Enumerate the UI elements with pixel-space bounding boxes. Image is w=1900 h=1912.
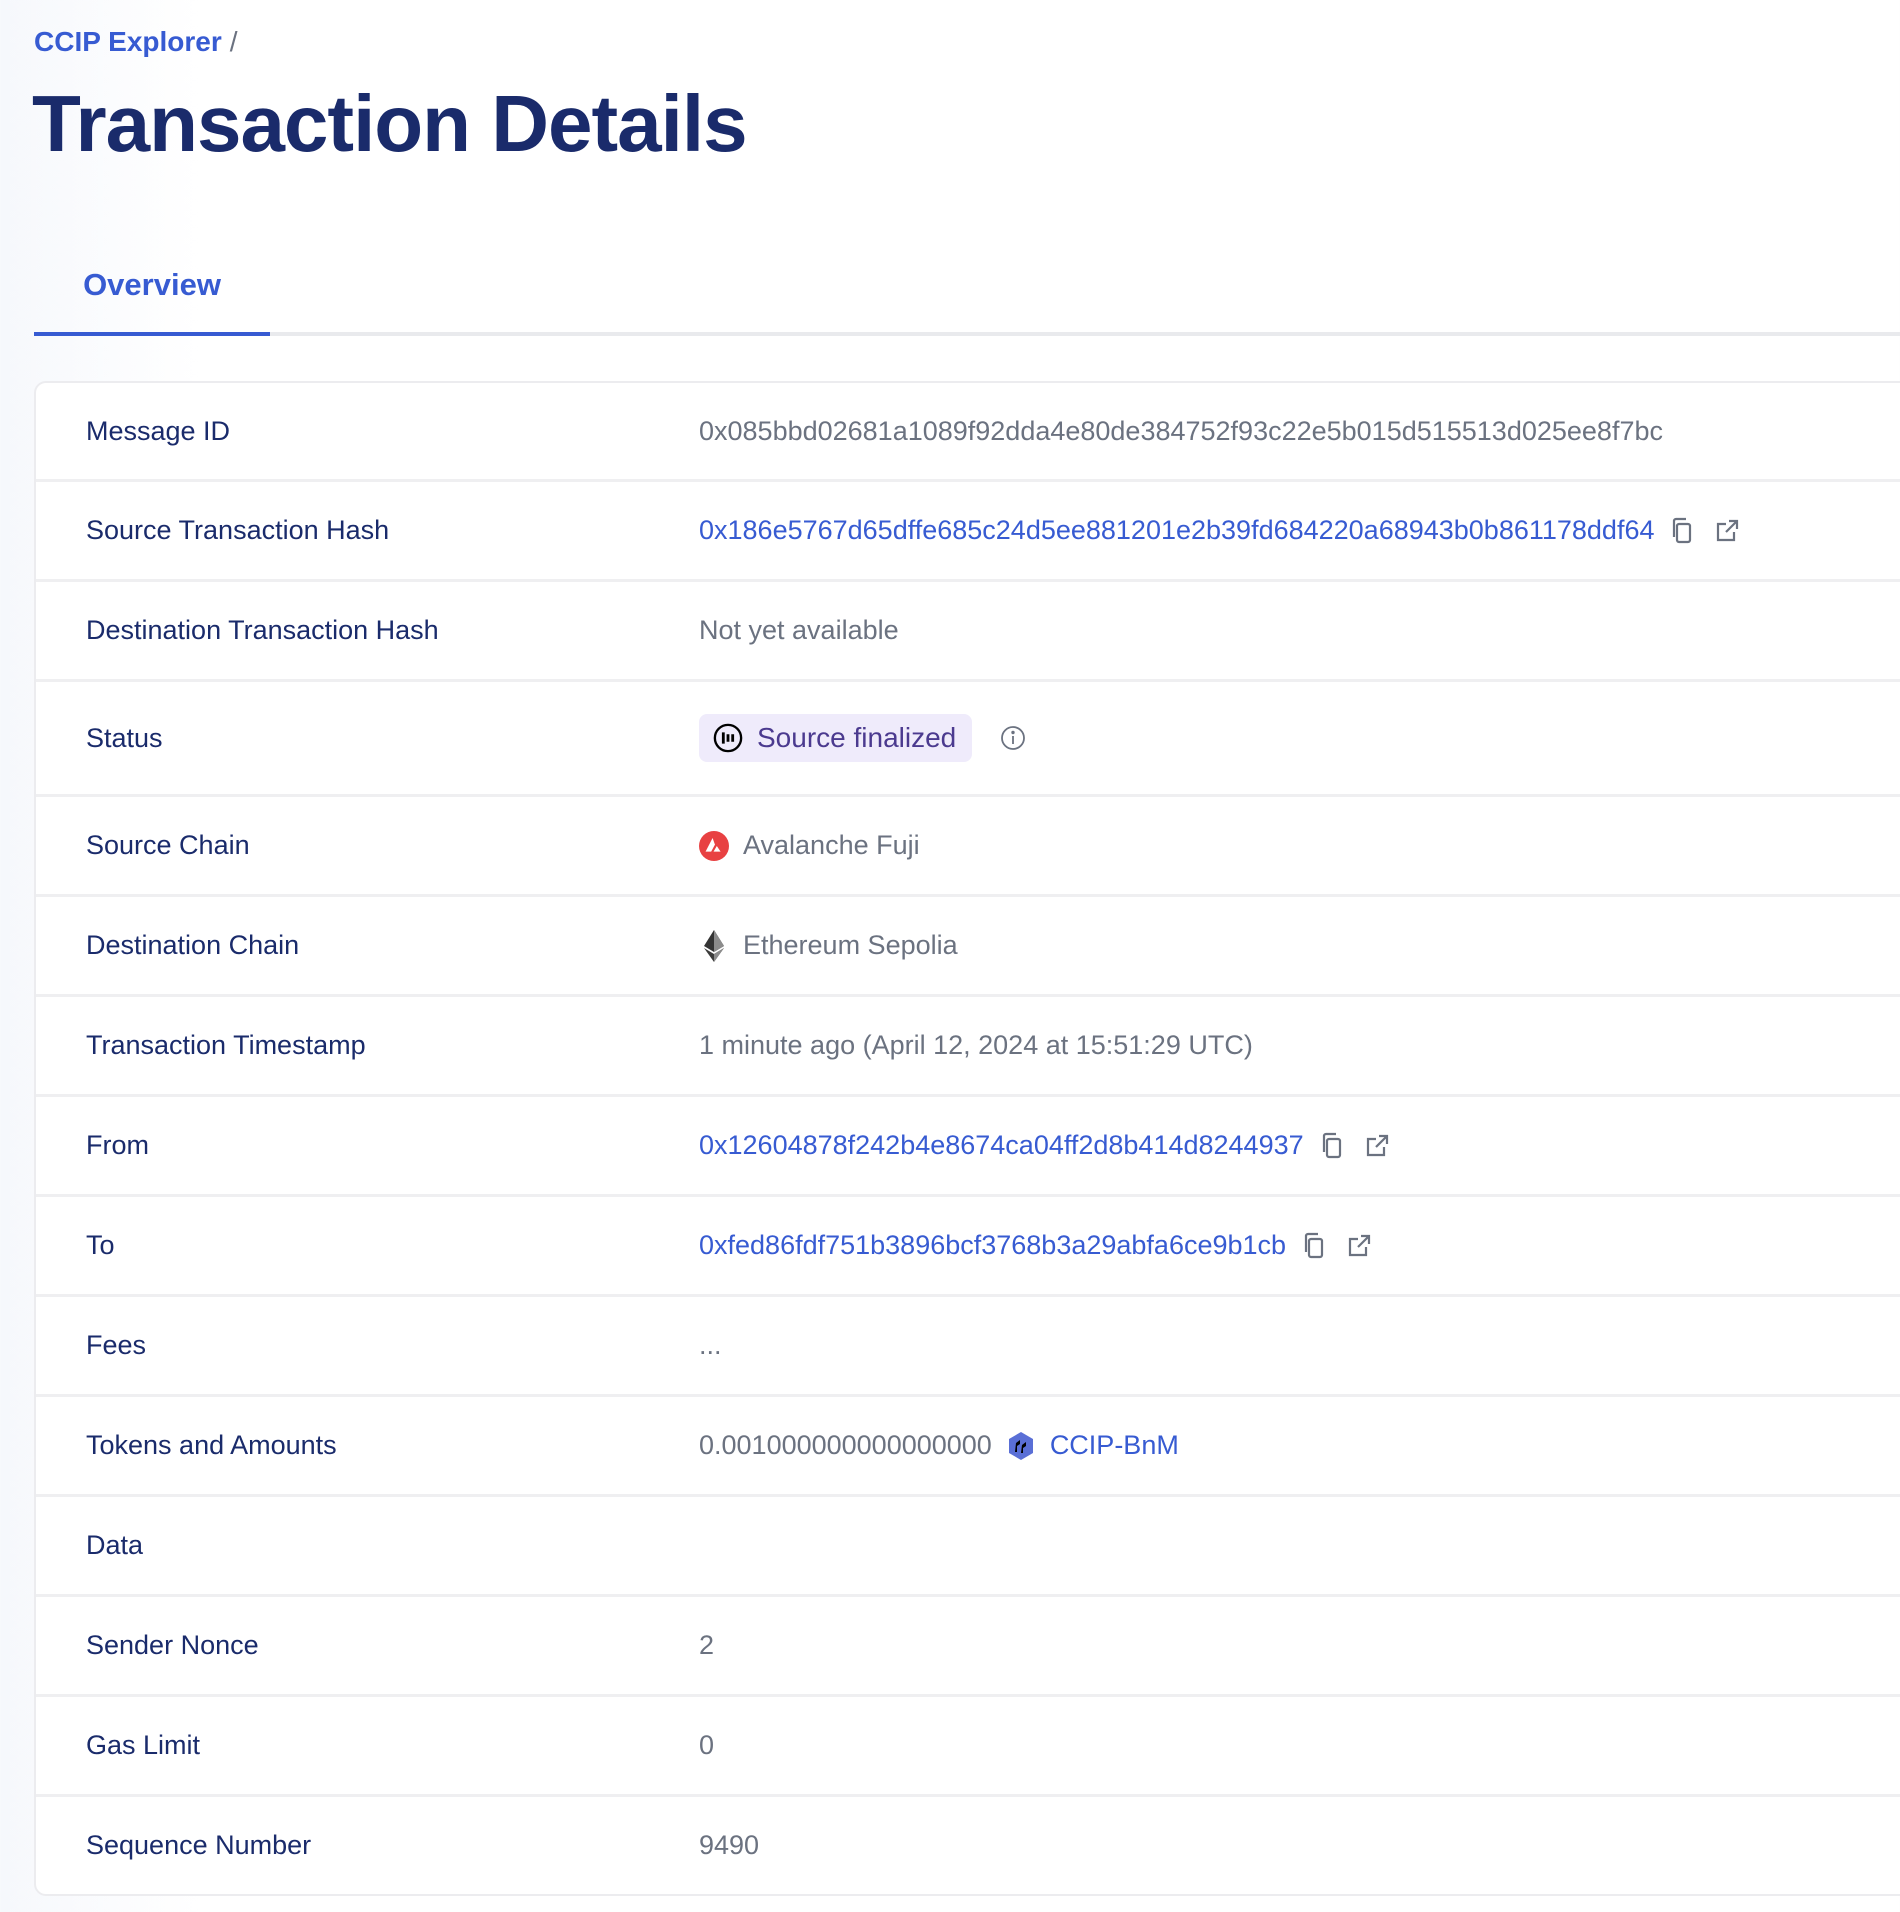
source-tx-hash-link[interactable]: 0x186e5767d65dffe685c24d5ee881201e2b39fd… — [699, 515, 1655, 545]
row-label: Message ID — [86, 415, 231, 446]
row-label: Sender Nonce — [86, 1630, 259, 1660]
dest-tx-hash-value: Not yet available — [699, 615, 899, 645]
external-link-icon[interactable] — [1344, 1231, 1374, 1261]
page-title: Transaction Details — [32, 79, 748, 168]
row-label: Transaction Timestamp — [86, 1030, 366, 1060]
row-from: From 0x12604878f242b4e8674ca04ff2d8b414d… — [36, 1097, 1900, 1197]
destination-chain-name: Ethereum Sepolia — [743, 930, 958, 960]
fees-value: ... — [699, 1330, 722, 1360]
row-tokens-amounts: Tokens and Amounts 0.001000000000000000 … — [36, 1397, 1900, 1497]
status-text: Source finalized — [757, 722, 957, 753]
row-label: Destination Chain — [86, 930, 300, 960]
breadcrumb-ccip-explorer-link[interactable]: CCIP Explorer — [34, 26, 222, 57]
tab-bar: Overview — [34, 238, 1900, 336]
row-label: Source Transaction Hash — [86, 515, 390, 545]
status-progress-icon — [713, 723, 743, 753]
row-source-chain: Source Chain Avalanche Fuji — [36, 797, 1900, 897]
row-label: From — [86, 1130, 149, 1160]
breadcrumb-separator: / — [229, 26, 238, 57]
source-chain-name: Avalanche Fuji — [743, 830, 920, 860]
row-label: Data — [86, 1530, 144, 1560]
row-destination-chain: Destination Chain Ethereum Sepolia — [36, 897, 1900, 997]
row-message-id: Message ID 0x085bbd02681a1089f92dda4e80d… — [36, 383, 1900, 482]
copy-icon[interactable] — [1668, 516, 1698, 546]
row-to: To 0xfed86fdf751b3896bcf3768b3a29abfa6ce… — [36, 1197, 1900, 1297]
from-address-link[interactable]: 0x12604878f242b4e8674ca04ff2d8b414d82449… — [699, 1130, 1304, 1160]
breadcrumb: CCIP Explorer / — [34, 26, 238, 58]
sequence-number-value: 9490 — [699, 1830, 760, 1860]
copy-icon[interactable] — [1300, 1231, 1330, 1261]
row-status: Status Source finalized — [36, 682, 1900, 797]
to-address-link[interactable]: 0xfed86fdf751b3896bcf3768b3a29abfa6ce9b1… — [699, 1230, 1287, 1260]
info-icon[interactable] — [998, 723, 1028, 753]
message-id-value: 0x085bbd02681a1089f92dda4e80de384752f93c… — [699, 415, 1663, 446]
row-gas-limit: Gas Limit 0 — [36, 1697, 1900, 1797]
tab-overview[interactable]: Overview — [34, 238, 270, 336]
avalanche-icon — [699, 830, 729, 861]
ccip-bnm-token-icon — [1006, 1431, 1036, 1461]
row-label: Destination Transaction Hash — [86, 615, 439, 645]
sender-nonce-value: 2 — [699, 1630, 715, 1660]
row-label: To — [86, 1230, 115, 1260]
row-sequence-number: Sequence Number 9490 — [36, 1797, 1900, 1894]
gas-limit-value: 0 — [699, 1730, 715, 1760]
copy-icon[interactable] — [1318, 1131, 1348, 1161]
row-label: Tokens and Amounts — [86, 1430, 337, 1460]
status-badge: Source finalized — [699, 714, 973, 762]
token-amount: 0.001000000000000000 — [699, 1430, 992, 1460]
row-dest-tx-hash: Destination Transaction Hash Not yet ava… — [36, 582, 1900, 682]
row-label: Status — [86, 722, 163, 753]
external-link-icon[interactable] — [1362, 1131, 1392, 1161]
details-card: Message ID 0x085bbd02681a1089f92dda4e80d… — [34, 381, 1900, 1896]
external-link-icon[interactable] — [1712, 516, 1742, 546]
row-label: Source Chain — [86, 830, 250, 860]
row-sender-nonce: Sender Nonce 2 — [36, 1597, 1900, 1697]
timestamp-value: 1 minute ago (April 12, 2024 at 15:51:29… — [699, 1030, 1253, 1060]
row-label: Gas Limit — [86, 1730, 201, 1760]
token-link[interactable]: CCIP-BnM — [1049, 1430, 1179, 1460]
ethereum-icon — [699, 929, 729, 962]
row-source-tx-hash: Source Transaction Hash 0x186e5767d65dff… — [36, 482, 1900, 582]
row-data: Data — [36, 1497, 1900, 1597]
row-fees: Fees ... — [36, 1297, 1900, 1397]
row-label: Fees — [86, 1330, 147, 1360]
row-label: Sequence Number — [86, 1830, 312, 1860]
row-timestamp: Transaction Timestamp 1 minute ago (Apri… — [36, 997, 1900, 1097]
